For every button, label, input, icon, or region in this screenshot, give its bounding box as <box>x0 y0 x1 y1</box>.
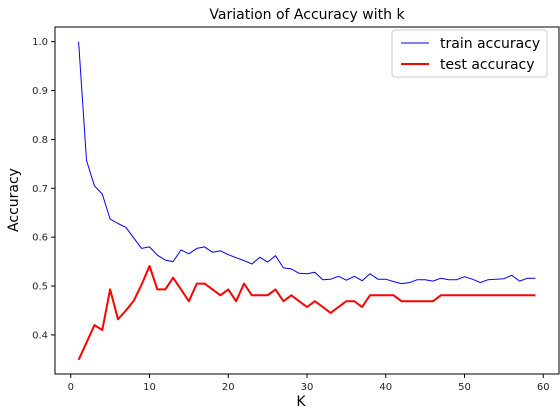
series-line-test-accuracy <box>77 265 536 361</box>
legend-train-label: train accuracy <box>440 36 540 52</box>
x-tick-label: 40 <box>379 382 392 393</box>
legend: train accuracy test accuracy <box>391 29 548 78</box>
legend-test-label: test accuracy <box>440 57 535 73</box>
x-axis-label: K <box>296 394 306 410</box>
x-tick-label: 50 <box>458 382 471 393</box>
y-tick-label: 0.7 <box>32 184 48 195</box>
x-tick-label: 20 <box>222 382 235 393</box>
y-tick-label: 0.4 <box>32 330 48 341</box>
x-tick-label: 0 <box>68 382 74 393</box>
y-axis-label: Accuracy <box>6 168 22 232</box>
plot-area <box>77 41 536 361</box>
plot-frame <box>54 26 560 375</box>
x-tick-label: 60 <box>537 382 550 393</box>
series-line-train-accuracy <box>78 41 536 285</box>
y-axis-ticks: 0.4 0.5 0.6 0.7 0.8 0.9 1.0 <box>32 37 55 341</box>
y-tick-label: 0.9 <box>32 86 48 97</box>
y-tick-label: 0.8 <box>32 135 48 146</box>
chart-title: Variation of Accuracy with k <box>209 7 405 23</box>
y-tick-label: 0.6 <box>32 233 48 244</box>
x-tick-label: 10 <box>143 382 156 393</box>
y-tick-label: 0.5 <box>32 282 48 293</box>
x-axis-ticks: 0 10 20 30 40 50 60 <box>68 374 550 393</box>
legend-box <box>391 29 548 78</box>
y-tick-label: 1.0 <box>32 37 48 48</box>
x-tick-label: 30 <box>301 382 314 393</box>
